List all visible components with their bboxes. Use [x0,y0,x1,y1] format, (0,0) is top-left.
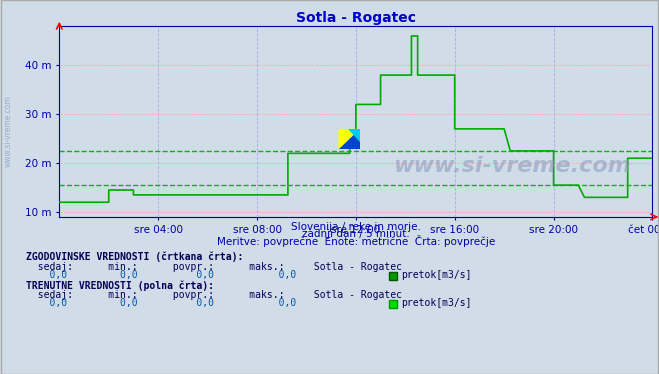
Text: ZGODOVINSKE VREDNOSTI (črtkana črta):: ZGODOVINSKE VREDNOSTI (črtkana črta): [26,251,244,262]
Text: Meritve: povprečne  Enote: metrične  Črta: povprečje: Meritve: povprečne Enote: metrične Črta:… [217,235,495,247]
Polygon shape [339,129,360,150]
Text: sedaj:      min.:      povpr.:      maks.:     Sotla - Rogatec: sedaj: min.: povpr.: maks.: Sotla - Roga… [26,291,403,300]
Text: TRENUTNE VREDNOSTI (polna črta):: TRENUTNE VREDNOSTI (polna črta): [26,280,214,291]
Text: pretok[m3/s]: pretok[m3/s] [401,270,471,279]
Text: sedaj:      min.:      povpr.:      maks.:     Sotla - Rogatec: sedaj: min.: povpr.: maks.: Sotla - Roga… [26,262,403,272]
Text: pretok[m3/s]: pretok[m3/s] [401,298,471,308]
Text: www.si-vreme.com: www.si-vreme.com [393,156,631,175]
Text: zadnji dan / 5 minut.: zadnji dan / 5 minut. [302,230,410,239]
Text: www.si-vreme.com: www.si-vreme.com [3,95,13,167]
Text: 0,0         0,0          0,0           0,0: 0,0 0,0 0,0 0,0 [26,270,297,279]
Text: 0,0         0,0          0,0           0,0: 0,0 0,0 0,0 0,0 [26,298,297,308]
Title: Sotla - Rogatec: Sotla - Rogatec [296,11,416,25]
Polygon shape [348,129,360,142]
Polygon shape [339,129,360,150]
Text: Slovenija / reke in morje.: Slovenija / reke in morje. [291,222,421,232]
